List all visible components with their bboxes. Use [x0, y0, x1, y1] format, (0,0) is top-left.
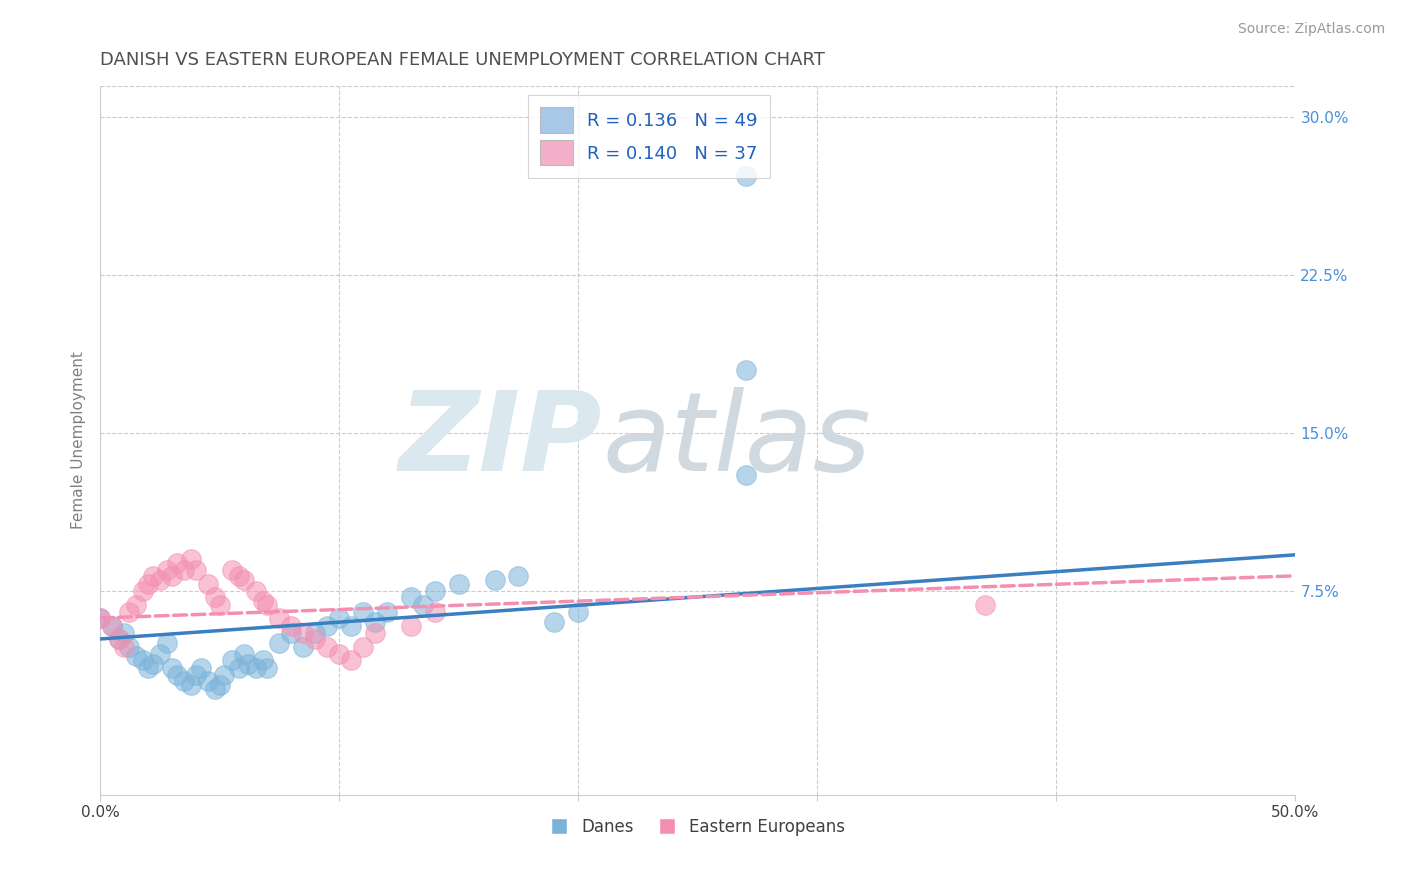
- Point: [412, 599, 434, 613]
- Point: [204, 590, 226, 604]
- Point: [101, 619, 124, 633]
- Point: [190, 661, 212, 675]
- Point: [214, 667, 236, 681]
- Text: atlas: atlas: [602, 386, 870, 493]
- Point: [184, 667, 207, 681]
- Point: [399, 590, 422, 604]
- Point: [228, 569, 250, 583]
- Point: [149, 573, 172, 587]
- Point: [245, 583, 267, 598]
- Point: [280, 625, 302, 640]
- Y-axis label: Female Unemployment: Female Unemployment: [72, 351, 86, 529]
- Point: [208, 599, 231, 613]
- Point: [423, 583, 446, 598]
- Point: [252, 594, 274, 608]
- Point: [118, 640, 141, 655]
- Point: [142, 657, 165, 672]
- Point: [89, 611, 111, 625]
- Point: [447, 577, 470, 591]
- Point: [118, 605, 141, 619]
- Point: [156, 562, 179, 576]
- Point: [108, 632, 131, 646]
- Point: [108, 632, 131, 646]
- Point: [292, 640, 315, 655]
- Point: [375, 605, 398, 619]
- Text: DANISH VS EASTERN EUROPEAN FEMALE UNEMPLOYMENT CORRELATION CHART: DANISH VS EASTERN EUROPEAN FEMALE UNEMPL…: [100, 51, 825, 69]
- Point: [256, 599, 278, 613]
- Point: [197, 577, 219, 591]
- Point: [149, 647, 172, 661]
- Point: [156, 636, 179, 650]
- Point: [484, 573, 506, 587]
- Point: [245, 661, 267, 675]
- Text: Source: ZipAtlas.com: Source: ZipAtlas.com: [1237, 22, 1385, 37]
- Point: [269, 636, 291, 650]
- Point: [136, 577, 159, 591]
- Point: [340, 653, 363, 667]
- Point: [180, 552, 202, 566]
- Point: [132, 653, 155, 667]
- Point: [136, 661, 159, 675]
- Point: [973, 599, 995, 613]
- Point: [734, 467, 756, 482]
- Point: [734, 362, 756, 376]
- Point: [508, 569, 530, 583]
- Point: [125, 648, 148, 663]
- Point: [269, 611, 291, 625]
- Point: [166, 667, 188, 681]
- Point: [328, 647, 350, 661]
- Point: [292, 625, 315, 640]
- Point: [173, 562, 195, 576]
- Point: [184, 562, 207, 576]
- Point: [208, 678, 231, 692]
- Point: [89, 611, 111, 625]
- Point: [364, 615, 387, 629]
- Point: [132, 583, 155, 598]
- Point: [316, 640, 339, 655]
- Point: [112, 625, 135, 640]
- Point: [252, 653, 274, 667]
- Point: [280, 619, 302, 633]
- Legend: Danes, Eastern Europeans: Danes, Eastern Europeans: [544, 812, 851, 843]
- Point: [221, 653, 243, 667]
- Point: [352, 640, 374, 655]
- Point: [340, 619, 363, 633]
- Point: [160, 569, 183, 583]
- Point: [221, 562, 243, 576]
- Point: [238, 657, 260, 672]
- Point: [567, 605, 589, 619]
- Point: [180, 678, 202, 692]
- Point: [543, 615, 565, 629]
- Point: [352, 605, 374, 619]
- Point: [204, 682, 226, 697]
- Point: [232, 573, 254, 587]
- Point: [197, 674, 219, 689]
- Point: [256, 661, 278, 675]
- Point: [142, 569, 165, 583]
- Point: [364, 625, 387, 640]
- Point: [734, 169, 756, 183]
- Point: [304, 625, 326, 640]
- Point: [101, 619, 124, 633]
- Point: [304, 632, 326, 646]
- Point: [173, 674, 195, 689]
- Point: [423, 605, 446, 619]
- Point: [228, 661, 250, 675]
- Point: [328, 611, 350, 625]
- Point: [166, 556, 188, 570]
- Point: [112, 640, 135, 655]
- Point: [125, 599, 148, 613]
- Point: [232, 647, 254, 661]
- Text: ZIP: ZIP: [399, 386, 602, 493]
- Point: [399, 619, 422, 633]
- Point: [160, 661, 183, 675]
- Point: [316, 619, 339, 633]
